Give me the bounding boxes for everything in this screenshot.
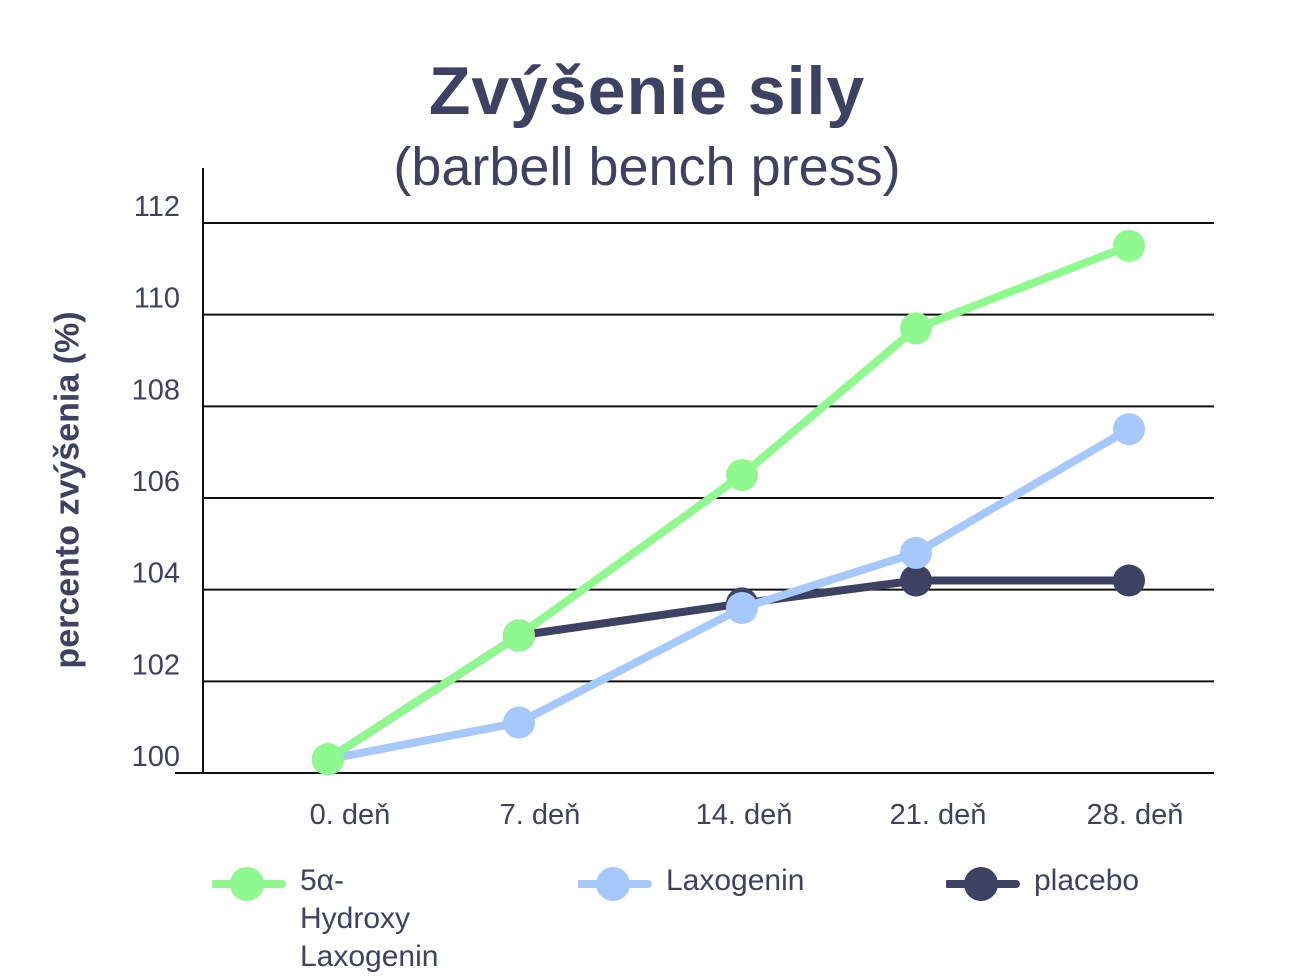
legend-marker-2 xyxy=(964,867,998,901)
y-tick-label-6: 112 xyxy=(134,191,180,223)
series-1-point-3 xyxy=(900,537,932,569)
series-0-point-4 xyxy=(1113,229,1145,262)
legend-swatch-2 xyxy=(946,867,1020,901)
y-tick-label-5: 110 xyxy=(134,283,180,315)
y-tick-label-3: 106 xyxy=(132,466,180,498)
x-tick-label-1: 7. deň xyxy=(500,799,581,831)
chart-title: Zvýšenie sily xyxy=(428,53,866,129)
legend-label-1: Laxogenin xyxy=(666,864,805,897)
x-tick-label-0: 0. deň xyxy=(310,799,391,831)
x-tick-label-4: 28. deň xyxy=(1087,799,1184,831)
legend-label-2: placebo xyxy=(1034,864,1140,897)
legend-swatch-0 xyxy=(212,867,286,901)
y-tick-label-1: 102 xyxy=(132,649,180,681)
series-0-point-3 xyxy=(900,312,932,345)
series-2-point-4 xyxy=(1113,564,1145,597)
series-0-point-2 xyxy=(726,459,758,492)
legend-label-0: 5α-Hydroxy Laxogenin xyxy=(300,864,439,973)
series-1-point-2 xyxy=(726,592,758,624)
legend-swatch-1 xyxy=(578,867,652,901)
series-1-point-4 xyxy=(1113,413,1145,446)
series-0-point-1 xyxy=(503,619,535,652)
series-1-point-1 xyxy=(503,706,535,739)
x-tick-label-2: 14. deň xyxy=(696,799,793,831)
series-0-point-0 xyxy=(312,743,344,776)
series-2-point-3 xyxy=(900,564,932,597)
chart-subtitle: (barbell bench press) xyxy=(393,137,901,197)
y-tick-label-2: 104 xyxy=(132,558,180,590)
legend-marker-0 xyxy=(230,867,264,901)
y-tick-label-4: 108 xyxy=(132,374,180,406)
y-tick-label-0: 100 xyxy=(132,741,180,773)
x-tick-label-3: 21. deň xyxy=(890,799,987,831)
legend-marker-1 xyxy=(596,867,630,901)
